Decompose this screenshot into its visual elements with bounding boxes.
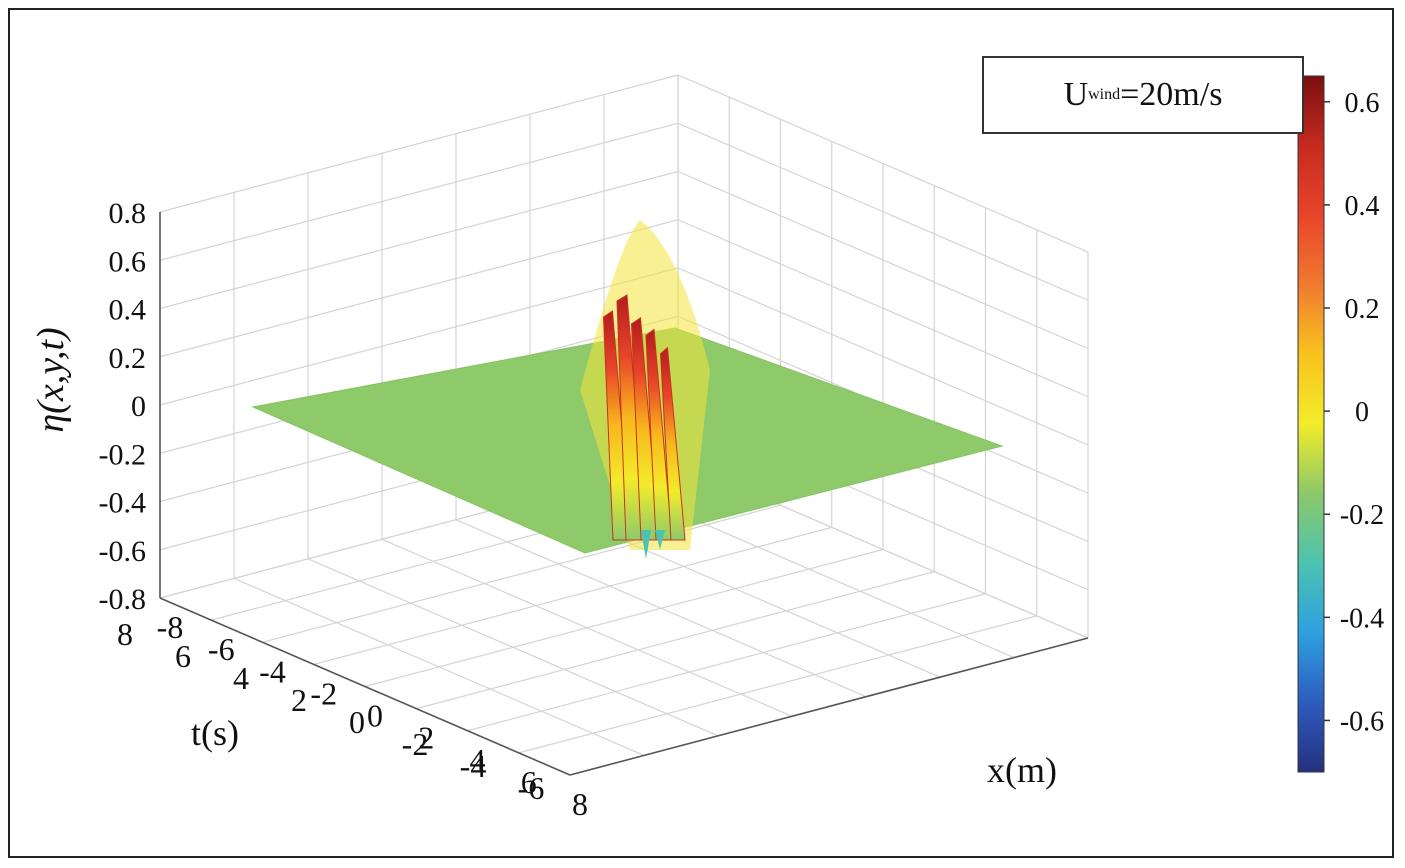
x-tick-label: 0 (367, 698, 383, 734)
t-axis-line (569, 637, 1089, 776)
floor-gridline (381, 538, 793, 717)
t-tick-label: 2 (291, 682, 307, 718)
t-tick-label: -4 (460, 748, 487, 784)
x-tick-label: -2 (310, 675, 337, 711)
left-wall-gridline (159, 122, 679, 261)
z-tick-label: 0.4 (109, 294, 147, 327)
floor-gridline (307, 558, 719, 737)
x-tick-label: -4 (259, 653, 286, 689)
colorbar-tick-label: 0.4 (1345, 191, 1380, 222)
colorbar-tick-label: -0.4 (1340, 603, 1384, 634)
colorbar-layer: 0.6 0.4 0.2 0 -0.2 -0.4 -0.6 (1297, 75, 1384, 773)
floor-gridline (467, 593, 986, 732)
x-axis-line (159, 597, 571, 776)
colorbar-tick-label: 0 (1355, 397, 1369, 428)
left-wall-gridline (159, 74, 679, 213)
right-wall-gridline (677, 170, 1089, 350)
left-wall-gridline (159, 267, 679, 406)
right-wall-gridline (677, 74, 1089, 253)
x-tick-label: 4 (470, 742, 486, 778)
t-tick-label: -6 (518, 770, 545, 806)
colorbar-tick-label: -0.6 (1340, 706, 1384, 737)
colorbar (1297, 75, 1325, 773)
z-tick-label: -0.8 (99, 583, 147, 616)
figure-frame: 0.8 0.6 0.4 0.2 0 -0.2 -0.4 -0.6 -0.8 -8 -6 -4 -2 0 2 4… (8, 8, 1394, 858)
z-tick-label: 0.6 (109, 245, 147, 278)
right-wall-gridline (677, 267, 1089, 446)
z-tick-label: -0.6 (99, 535, 147, 568)
colorbar-tick-label: 0.6 (1345, 88, 1380, 119)
x-axis-label: x(m) (987, 750, 1057, 790)
floor-gridline (416, 571, 935, 710)
t-tick-label: -2 (402, 726, 429, 762)
t-tick-label: 0 (349, 704, 365, 740)
x-tick-label: 2 (418, 720, 434, 756)
right-wall-gridline (677, 122, 1089, 301)
t-tick-label: 6 (175, 638, 191, 674)
floor-gridline (262, 504, 781, 643)
trough (641, 530, 651, 559)
t-tick-label: 8 (117, 616, 133, 652)
floor-gridline (455, 519, 867, 698)
z-axis-label: η(x,y,t) (30, 327, 72, 432)
peak-crest (659, 346, 686, 541)
left-wall-gridline (159, 170, 679, 310)
floor-gridline (313, 526, 832, 665)
tick-layer: 0.80.60.40.20-0.2-0.4-0.6-0.8-8-6-4-2024… (30, 197, 1057, 822)
z-tick-label: 0 (131, 390, 146, 423)
trough (655, 530, 665, 550)
x-tick-label: 8 (572, 786, 588, 822)
x-tick-label: 6 (521, 764, 537, 800)
z-tick-label: -0.4 (99, 487, 147, 520)
peak-crest (645, 328, 673, 541)
annotation-main: U (1063, 76, 1089, 113)
colorbar-tick-label: -0.2 (1340, 500, 1384, 531)
surface-plot: 0.80.60.40.20-0.2-0.4-0.6-0.8-8-6-4-2024… (30, 74, 1384, 822)
floor-gridline (518, 615, 1037, 754)
left-wall-gridline (159, 219, 679, 358)
z-tick-label: 0.2 (109, 342, 147, 375)
annotation-sub: wind (1088, 86, 1121, 103)
t-axis-label: t(s) (191, 713, 239, 753)
surface-layer (251, 220, 1004, 559)
floor-gridline (364, 548, 884, 688)
floor-gridline (233, 577, 645, 756)
z-tick-label: -0.2 (99, 438, 147, 471)
t-tick-label: 4 (233, 660, 249, 696)
peak-crest (630, 317, 660, 541)
x-tick-label: -6 (208, 631, 235, 667)
annotation-rest: =20m/s (1120, 76, 1223, 113)
right-wall-gridline (677, 219, 1089, 398)
colorbar-tick-label: 0.2 (1345, 294, 1380, 325)
x-tick-label: -8 (157, 609, 184, 645)
z-tick-label: 0.8 (109, 197, 147, 230)
